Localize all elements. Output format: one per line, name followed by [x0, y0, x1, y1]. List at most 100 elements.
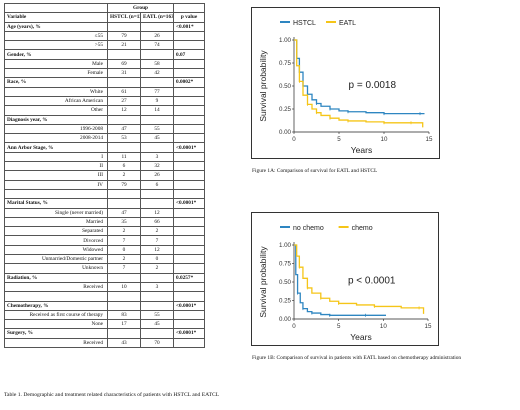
table-header-empty-cell [173, 2, 206, 14]
table-cell-eatl: 58 [139, 58, 175, 70]
table-cell-p-value [173, 68, 206, 79]
figure-1b-kaplan-meier-chart: no chemo chemo 0.00 0.25 0.50 0.75 1.00 0 5 10 15 Y… [251, 212, 439, 346]
y-axis-title: Survival probability [258, 246, 268, 318]
table-section-row: Surgery, % <0.0001* [4, 328, 206, 339]
table-cell-p-value [173, 105, 206, 116]
table-cell-hstcl: 61 [107, 86, 141, 97]
table-cell-p-value: 0.0257* [173, 272, 206, 283]
table-cell-p-value [173, 337, 206, 349]
table-cell-p-value [173, 114, 206, 125]
table-cell-variable: Widowed [4, 244, 108, 256]
table-cell-variable: 2008-2014 [4, 133, 108, 144]
table-cell-p-value [173, 179, 206, 190]
table-cell-eatl [139, 198, 175, 209]
table-cell-hstcl: 27 [107, 95, 141, 107]
table-cell-variable: Unknown [4, 263, 108, 274]
table-cell-hstcl [107, 77, 141, 88]
y-tick-label: 0.75 [279, 261, 292, 268]
table-cell-eatl [139, 328, 175, 339]
table-cell-variable: Race, % [4, 77, 108, 88]
figure-1a-caption: Figure 1A: Comparison of survival for EA… [252, 168, 378, 174]
y-tick-label: 0.50 [279, 279, 292, 286]
table-row: Married 35 66 [4, 216, 206, 228]
table-cell-eatl: 3 [139, 281, 175, 293]
y-tick-label: 0.25 [279, 106, 292, 113]
table-row: Widowed 0 12 [4, 244, 206, 256]
table-cell-variable: 1996-2008 [4, 123, 108, 135]
table-cell-eatl [139, 272, 175, 283]
table-cell-hstcl: 47 [107, 123, 141, 135]
table-section-row: Gender, % 0.07 [4, 49, 206, 60]
table-cell-hstcl [107, 142, 141, 153]
table-row: Single (never married) 47 12 [4, 207, 206, 218]
table-cell-p-value [173, 207, 206, 218]
y-tick-label: 0.25 [279, 298, 292, 305]
table-cell-p-value: <0.0001* [173, 198, 206, 209]
table-cell-hstcl: 79 [107, 30, 141, 42]
table-group-label: Group [106, 2, 175, 14]
table-row: African American 27 9 [4, 95, 206, 107]
table-cell-eatl [139, 142, 175, 153]
table-section-row: Radiation, % 0.0257* [4, 272, 206, 283]
table-cell-p-value: 0.07 [173, 49, 206, 60]
table-row: Unknown 7 2 [4, 263, 206, 274]
table-cell-hstcl: 0 [107, 244, 141, 256]
table-cell-p-value [173, 281, 206, 293]
table-cell-hstcl [107, 21, 141, 32]
legend-label: chemo [352, 225, 373, 232]
table-cell-eatl [139, 114, 175, 125]
table-cell-p-value [173, 235, 206, 246]
table-cell-hstcl [107, 328, 141, 339]
table-group-header-row: Group [4, 2, 206, 14]
x-tick-label: 0 [292, 136, 296, 143]
table-cell-p-value [173, 309, 206, 321]
table-cell-p-value [173, 30, 206, 42]
table-cell-hstcl [107, 49, 141, 60]
table-cell-hstcl [107, 114, 141, 125]
p-value-annotation: p < 0.0001 [348, 275, 396, 286]
x-tick-label: 5 [337, 136, 341, 143]
table-header-empty-cell [4, 2, 108, 14]
table-cell-p-value: <0.0001* [173, 142, 206, 153]
table-row: Other 12 14 [4, 105, 206, 116]
table-section-row: Ann Arbor Stage, % <0.0001* [4, 142, 206, 153]
table-cell-eatl: 55 [139, 123, 175, 135]
table-cell-variable: Unmarried/Domestic partner [4, 253, 108, 265]
table-row: IV 79 6 [4, 179, 206, 190]
table-cell-eatl: 55 [139, 309, 175, 321]
y-tick-label: 1.00 [279, 242, 292, 249]
table-cell-eatl: 12 [139, 244, 175, 256]
table-cell-variable: Gender, % [4, 49, 108, 60]
table-cell-hstcl [107, 272, 141, 283]
table-section-row: Age (years), % <0.001* [4, 21, 206, 32]
table-cell-eatl: 3 [139, 151, 175, 163]
table-cell-p-value [173, 133, 206, 144]
table-empty-cell [139, 188, 175, 200]
table-cell-eatl: 12 [139, 207, 175, 218]
table-cell-variable: Ann Arbor Stage, % [4, 142, 108, 153]
table-cell-eatl: 70 [139, 337, 175, 349]
x-tick-label: 15 [425, 323, 432, 330]
table-cell-eatl: 14 [139, 105, 175, 116]
table-cell-eatl: 7 [139, 235, 175, 246]
table-cell-p-value [173, 95, 206, 107]
table-cell-variable: Marital Status, % [4, 198, 108, 209]
y-tick-label: 0.00 [279, 316, 292, 323]
table-cell-eatl: 32 [139, 161, 175, 172]
table-cell-hstcl: 53 [107, 133, 141, 144]
table-cell-hstcl: 79 [107, 179, 141, 190]
table-row: I 11 3 [4, 151, 206, 163]
table-cell-variable: I [4, 151, 108, 163]
table-cell-p-value [173, 226, 206, 237]
table-cell-eatl: 66 [139, 216, 175, 228]
table-cell-hstcl: 11 [107, 151, 141, 163]
table-cell-p-value [173, 170, 206, 181]
legend-label: no chemo [293, 225, 324, 232]
table-cell-p-value [173, 86, 206, 97]
table-cell-hstcl: 17 [107, 319, 141, 330]
legend-label: EATL [339, 20, 356, 27]
table-cell-variable: Chemotherapy, % [4, 300, 108, 311]
table-cell-hstcl: 31 [107, 68, 141, 79]
table-empty-cell [173, 188, 206, 200]
table-section-row: Race, % 0.0002* [4, 77, 206, 88]
